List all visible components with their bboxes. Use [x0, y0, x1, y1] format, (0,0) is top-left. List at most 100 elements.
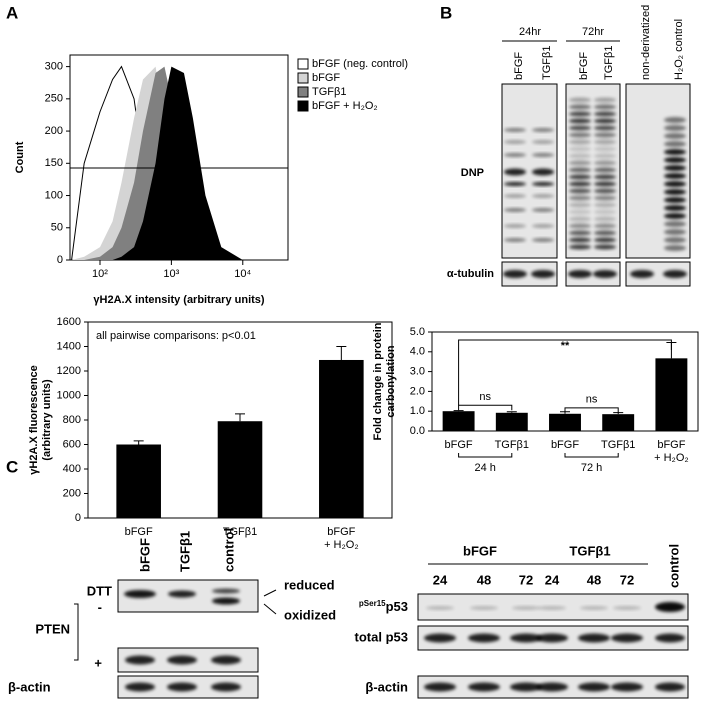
band [538, 606, 566, 610]
band [211, 682, 241, 692]
band [569, 139, 591, 145]
band [611, 682, 643, 692]
band [532, 224, 554, 228]
state-line [263, 589, 277, 615]
x-tick-label: bFGF [125, 526, 153, 538]
band [594, 195, 616, 201]
band [569, 188, 591, 194]
band [664, 245, 686, 251]
band [504, 182, 526, 186]
band [630, 270, 654, 278]
band [594, 104, 616, 110]
band [569, 146, 591, 152]
panel-label: C [6, 457, 18, 476]
y-tick-label: 200 [45, 125, 63, 137]
band [426, 606, 454, 610]
sig-bracket [458, 339, 672, 406]
legend-label: bFGF [312, 72, 340, 84]
group-label: 72 h [581, 462, 602, 474]
band [212, 597, 240, 605]
band [503, 270, 527, 278]
row-label: α-tubulin [447, 268, 494, 280]
blots: 24hr 72hr bFGF TGFβ1 bFGF TGFβ1 non-deri… [8, 5, 691, 699]
band [168, 590, 196, 598]
error-bar [453, 410, 464, 412]
lane-label: control [666, 544, 681, 588]
error-bar [506, 411, 517, 413]
band [504, 153, 526, 157]
band [664, 117, 686, 123]
band [664, 181, 686, 187]
band [664, 213, 686, 219]
panel-label: B [440, 3, 452, 22]
bar [442, 411, 475, 431]
row-label: DTT [87, 583, 112, 598]
x-tick-label: bFGF [445, 439, 473, 451]
y-tick-label: 4.0 [410, 346, 425, 358]
x-tick-label: + H₂O₂ [324, 539, 359, 551]
y-tick-label: 0 [57, 254, 63, 266]
band [578, 682, 610, 692]
band [569, 195, 591, 201]
band [504, 224, 526, 228]
band [532, 238, 554, 242]
band [594, 167, 616, 173]
superscript: pSer15 [359, 599, 386, 608]
band [569, 174, 591, 180]
band [504, 140, 526, 144]
y-tick-label: 1200 [57, 365, 81, 377]
y-tick-label: 800 [63, 414, 81, 426]
band [594, 132, 616, 138]
y-tick-label: 0 [75, 512, 81, 524]
y-tick-label: 2.0 [410, 385, 425, 397]
lane-label: TGFβ1 [541, 46, 553, 80]
y-tick-label: 600 [63, 438, 81, 450]
x-tick-label: TGFβ1 [223, 526, 257, 538]
band [532, 168, 554, 176]
legend-label: bFGF + H₂O₂ [312, 100, 378, 112]
time-label: 24 [545, 572, 560, 587]
group-label: 24 h [474, 462, 495, 474]
group-label: 24hr [519, 26, 541, 38]
time-label: 48 [587, 572, 601, 587]
band [594, 97, 616, 103]
row-label: + [94, 655, 102, 670]
band [531, 270, 555, 278]
band [569, 125, 591, 131]
error-bar [336, 346, 347, 360]
error-bar [133, 440, 144, 445]
y-axis-label: carbonylation [385, 345, 397, 417]
lane-label: TGFβ1 [177, 531, 192, 572]
band [532, 208, 554, 212]
band [470, 606, 498, 610]
group-label: bFGF [463, 543, 497, 558]
legend-swatch [297, 72, 309, 84]
band [664, 237, 686, 243]
x-tick-label: 10² [92, 268, 108, 280]
panel-label: A [6, 3, 18, 22]
y-tick-label: 150 [45, 157, 63, 169]
group-label: 72hr [582, 26, 604, 38]
band [211, 655, 241, 665]
band [613, 606, 641, 610]
band [594, 118, 616, 124]
band [212, 588, 240, 594]
y-tick-label: 1.0 [410, 405, 425, 417]
band [611, 633, 643, 643]
band [569, 132, 591, 138]
bar [217, 421, 263, 518]
x-axis-label: γH2A.X intensity (arbitrary units) [93, 294, 264, 306]
y-axis-label: (arbitrary units) [41, 379, 53, 461]
band [504, 208, 526, 212]
band [664, 173, 686, 179]
band [569, 216, 591, 222]
x-tick-label: TGFβ1 [601, 439, 635, 451]
x-tick-label: 10⁴ [234, 268, 251, 280]
bar [116, 444, 161, 518]
band [468, 633, 500, 643]
time-label: 48 [477, 572, 491, 587]
band [664, 189, 686, 195]
band [504, 238, 526, 242]
annotation: all pairwise comparisons: p<0.01 [96, 330, 256, 342]
